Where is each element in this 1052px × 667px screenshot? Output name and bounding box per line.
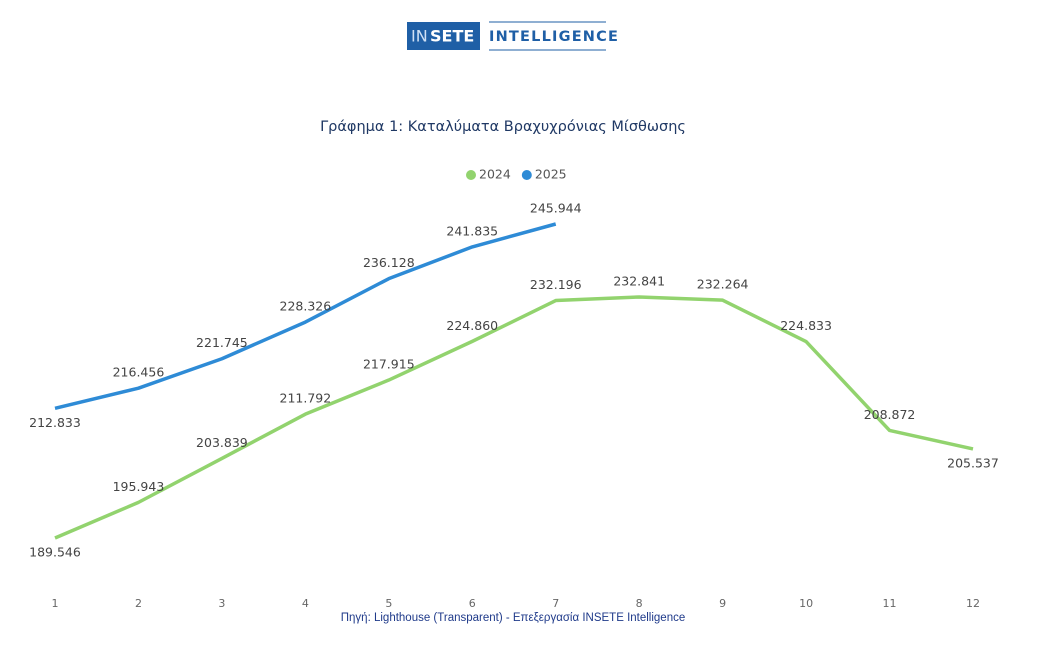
logo-box [407, 22, 480, 50]
value-label: 232.264 [697, 277, 749, 292]
legend-marker [521, 170, 532, 180]
x-tick-label: 11 [883, 597, 897, 610]
value-label: 216.456 [113, 365, 165, 380]
value-label: 221.745 [196, 335, 248, 350]
value-label: 205.537 [947, 455, 999, 470]
value-label: 189.546 [29, 545, 81, 560]
x-tick-label: 7 [552, 597, 559, 610]
chart-title: Γράφημα 1: Καταλύματα Βραχυχρόνιας Μίσθω… [320, 119, 686, 135]
value-label: 208.872 [864, 407, 916, 422]
legend-label: 2025 [535, 167, 567, 182]
logo-prefix: IN [411, 27, 428, 46]
value-label: 203.839 [196, 435, 248, 450]
value-label: 224.860 [446, 318, 498, 333]
legend-label: 2024 [479, 167, 511, 182]
source: Πηγή: Lighthouse (Transparent) - Επεξεργ… [341, 612, 686, 624]
value-label: 195.943 [113, 479, 165, 494]
x-tick-label: 5 [385, 597, 392, 610]
value-label: 232.841 [613, 273, 665, 288]
x-tick-label: 8 [636, 597, 643, 610]
x-tick-label: 12 [966, 597, 980, 610]
x-tick-label: 6 [469, 597, 476, 610]
value-label: 212.833 [29, 415, 81, 430]
line [54, 295, 974, 540]
value-label: 228.326 [280, 299, 332, 314]
x-tick-label: 2 [135, 597, 142, 610]
x-tick-label: 10 [799, 597, 813, 610]
legend-marker [466, 170, 476, 180]
x-tick-label: 3 [218, 597, 225, 610]
logo-sub: INTELLIGENCE [489, 29, 619, 45]
value-label: 245.944 [530, 201, 582, 216]
x-tick-label: 1 [52, 597, 59, 610]
value-label: 211.792 [280, 391, 332, 406]
value-label: 224.833 [780, 318, 832, 333]
value-label: 217.915 [363, 357, 415, 372]
x-tick-label: 4 [302, 597, 309, 610]
value-label: 241.835 [446, 223, 498, 238]
line [54, 222, 557, 411]
x-tick-label: 9 [719, 597, 726, 610]
logo-brand: SETE [430, 27, 474, 46]
value-label: 232.196 [530, 277, 582, 292]
value-label: 236.128 [363, 255, 415, 270]
